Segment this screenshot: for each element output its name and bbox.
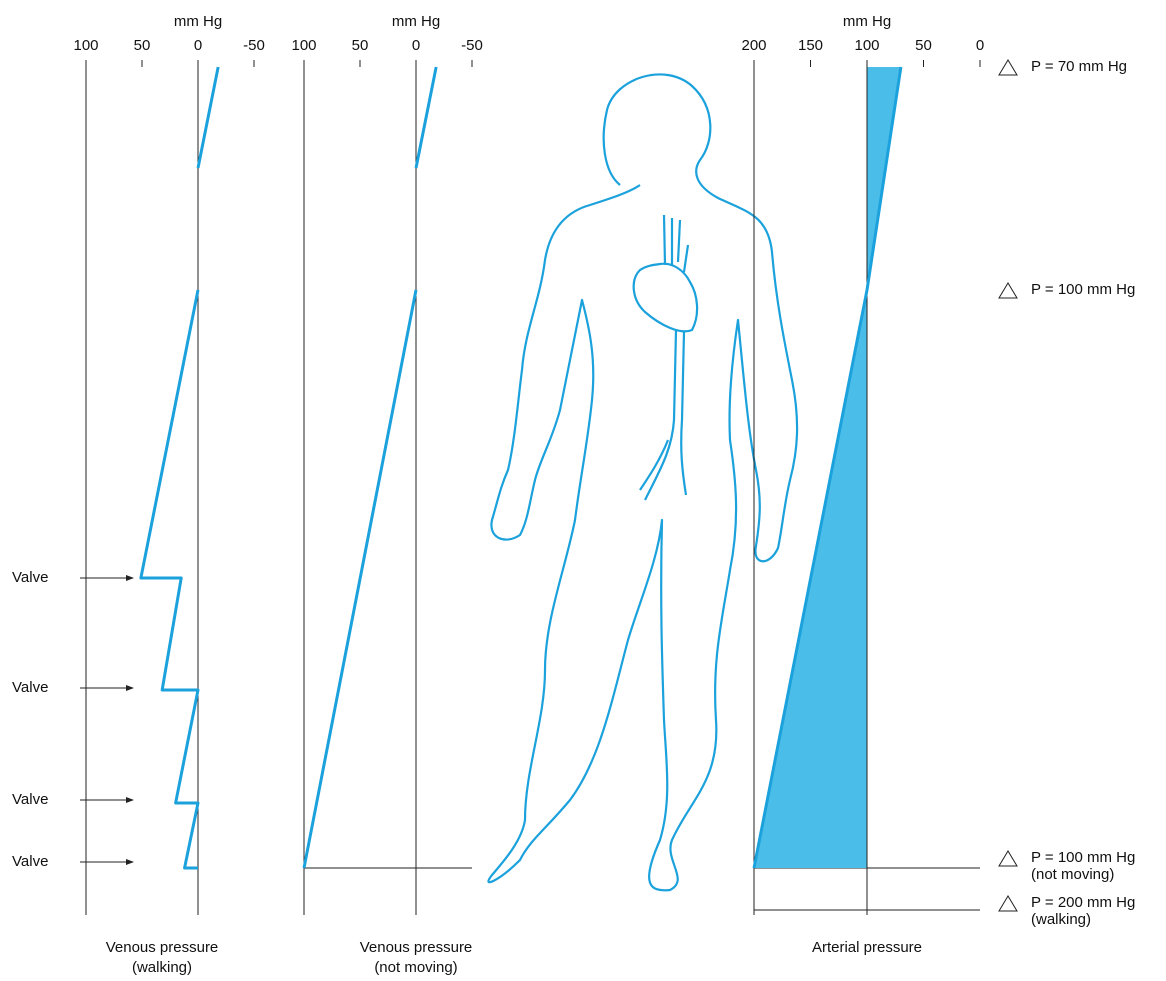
pressure-note: (walking): [1031, 911, 1091, 928]
axis-title: mm Hg: [392, 13, 440, 30]
pressure-note: (not moving): [1031, 866, 1114, 883]
pressure-note: P = 70 mm Hg: [1031, 58, 1127, 75]
valve-label: Valve: [12, 791, 48, 808]
caption: (not moving): [374, 959, 457, 976]
caption: Venous pressure: [360, 939, 473, 956]
triangle-icon: [998, 895, 1018, 912]
valve-label: Valve: [12, 569, 48, 586]
pressure-line: [302, 66, 438, 869]
x-tick-label: 100: [291, 37, 316, 54]
pressure-line: [752, 66, 903, 869]
area-fill: [754, 67, 901, 868]
triangle-icon: [998, 850, 1018, 867]
x-tick-label: 50: [915, 37, 932, 54]
x-tick-label: 0: [412, 37, 420, 54]
pressure-note: P = 100 mm Hg: [1031, 281, 1135, 298]
pressure-note: P = 100 mm Hg: [1031, 849, 1135, 866]
x-tick-label: 50: [352, 37, 369, 54]
x-tick-label: 100: [73, 37, 98, 54]
axis-title: mm Hg: [843, 13, 891, 30]
x-tick-label: -50: [243, 37, 265, 54]
x-tick-label: 50: [134, 37, 151, 54]
x-tick-label: 150: [798, 37, 823, 54]
x-tick-label: -50: [461, 37, 483, 54]
x-tick-label: 100: [854, 37, 879, 54]
x-tick-label: 0: [976, 37, 984, 54]
valve-label: Valve: [12, 679, 48, 696]
caption: Venous pressure: [106, 939, 219, 956]
heart: [632, 214, 699, 333]
caption: Arterial pressure: [812, 939, 922, 956]
vessels: [639, 329, 688, 501]
axis-title: mm Hg: [174, 13, 222, 30]
pressure-note: P = 200 mm Hg: [1031, 894, 1135, 911]
x-tick-label: 0: [194, 37, 202, 54]
x-tick-label: 200: [741, 37, 766, 54]
human-figure: [487, 73, 799, 892]
caption: (walking): [132, 959, 192, 976]
triangle-icon: [998, 282, 1018, 299]
triangle-icon: [998, 59, 1018, 76]
body-outline: [487, 73, 799, 892]
valve-label: Valve: [12, 853, 48, 870]
pressure-line: [139, 66, 220, 870]
